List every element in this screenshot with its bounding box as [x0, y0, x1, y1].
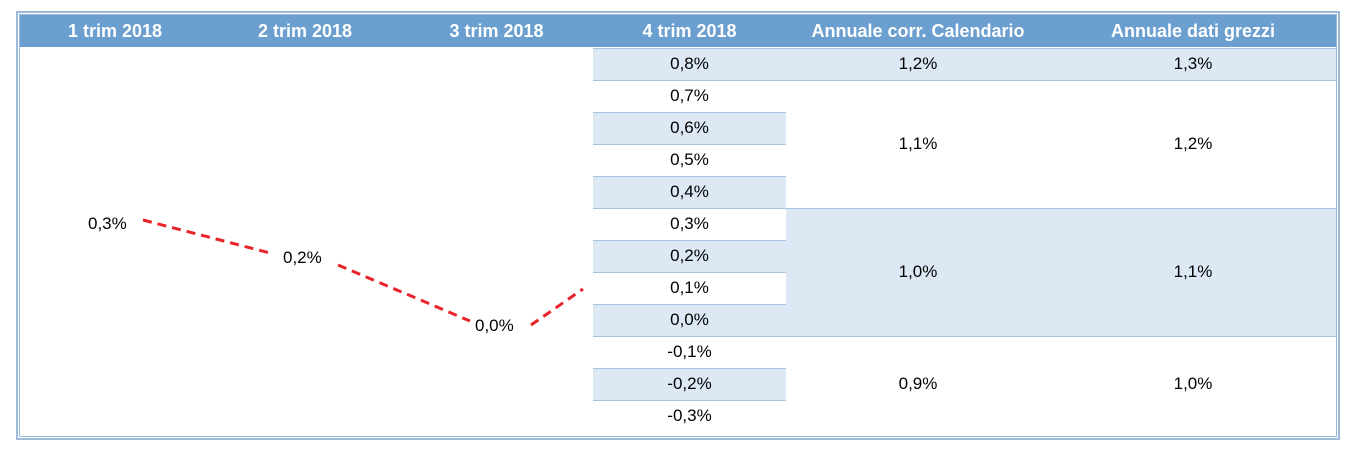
q4-row-line: [593, 240, 786, 241]
q4-value: -0,1%: [667, 342, 712, 361]
annual-group-band: [593, 48, 1336, 80]
q4-value: 0,3%: [670, 214, 709, 233]
header-q3: 3 trim 2018: [449, 21, 544, 41]
series-line-segment: [530, 287, 584, 327]
q4-row-line: [593, 112, 786, 113]
q4-row-band: [593, 112, 786, 144]
data-label: 0,3%: [88, 214, 127, 233]
q4-value: 0,5%: [670, 150, 709, 169]
q4-row-line: [593, 400, 786, 401]
series-line-segment: [337, 263, 471, 323]
q4-value: 0,0%: [670, 310, 709, 329]
table-frame-inner: [19, 14, 1337, 437]
annual-calendar-value: 1,1%: [898, 134, 938, 153]
header-annual-calendar: Annuale corr. Calendario: [811, 21, 1025, 41]
q4-row-line: [593, 336, 786, 337]
q4-row-line: [593, 144, 786, 145]
q4-row-band: [593, 368, 786, 400]
annual-raw-value: 1,0%: [1173, 374, 1213, 393]
q4-row-line: [593, 304, 786, 305]
annual-raw-value: 1,1%: [1173, 262, 1213, 281]
header-annual-raw: Annuale dati grezzi: [1110, 21, 1276, 41]
header-row: 1 trim 2018 2 trim 2018 3 trim 2018 4 tr…: [20, 15, 1336, 47]
annual-group-line: [786, 48, 1336, 49]
q4-value: 0,4%: [670, 182, 709, 201]
header-q4: 4 trim 2018: [642, 21, 737, 41]
data-label: 0,0%: [475, 316, 514, 335]
annual-raw-value: 1,3%: [1173, 54, 1213, 73]
annual-group-line: [786, 336, 1336, 337]
annual-calendar-value: 1,2%: [898, 54, 938, 73]
q4-row-unshaded: [593, 272, 786, 304]
annual-raw-value: 1,2%: [1173, 134, 1213, 153]
q4-value: 0,8%: [670, 54, 709, 73]
q4-row-unshaded: [593, 208, 786, 240]
q4-value: 0,6%: [670, 118, 709, 137]
q4-row-line: [593, 80, 786, 81]
q4-row-line: [593, 208, 786, 209]
data-label: 0,2%: [283, 248, 322, 267]
q4-value: 0,2%: [670, 246, 709, 265]
annual-group-line: [786, 80, 1336, 81]
header-q1: 1 trim 2018: [67, 21, 163, 41]
q4-row-line: [593, 176, 786, 177]
annual-calendar-value: 0,9%: [898, 374, 938, 393]
q4-value: 0,1%: [670, 278, 709, 297]
q4-value: -0,2%: [667, 374, 712, 393]
q4-value: 0,7%: [670, 86, 709, 105]
q4-row-line: [593, 48, 786, 49]
series-line-segment: [142, 218, 271, 255]
q4-value: -0,3%: [667, 406, 712, 425]
table-frame: [16, 11, 1340, 440]
annual-calendar-value: 1,0%: [898, 262, 938, 281]
q4-row-band: [593, 176, 786, 208]
annual-group-line: [786, 208, 1336, 209]
header-q2: 2 trim 2018: [257, 21, 353, 41]
q4-row-line: [593, 368, 786, 369]
q4-row-line: [593, 272, 786, 273]
